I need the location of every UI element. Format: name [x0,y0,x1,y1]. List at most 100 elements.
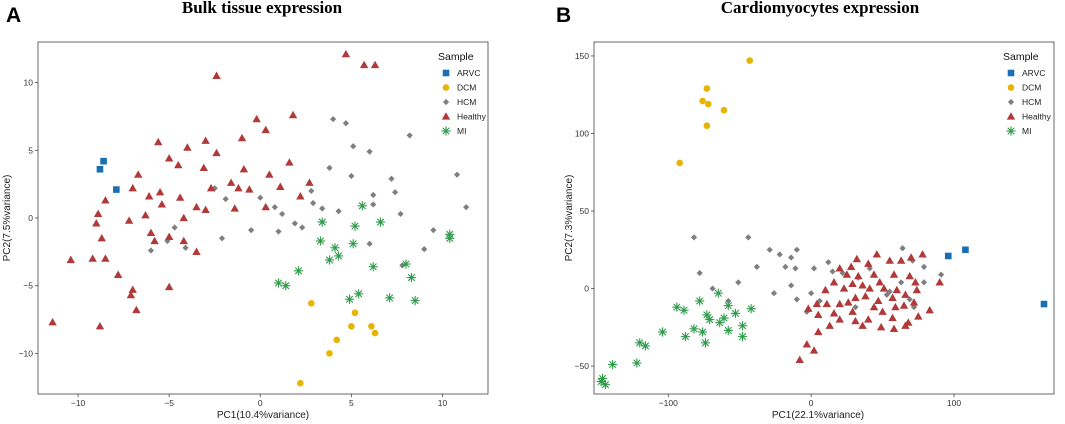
panel-a-point-healthy [245,185,254,193]
panel-b-point-mi [702,310,712,320]
panel-a-legend-label-healthy: Healthy [457,112,487,122]
panel-b-point-healthy [874,296,883,305]
panel-b-point-hcm [910,304,918,311]
panel-b-point-healthy [911,278,920,286]
panel-b-point-dcm [676,159,684,167]
panel-b-point-arvc [962,246,969,254]
panel-a-y-tick-label: 0 [28,213,33,223]
panel-a-point-healthy [212,148,221,157]
panel-a-point-arvc [113,186,120,193]
panel-b-legend: Sample ARVC DCM HCM Healthy MI [1003,51,1052,136]
panel-b-legend-label-dcm: DCM [1022,83,1041,93]
panel-a-legend-items: ARVC DCM HCM Healthy MI [441,68,487,136]
panel-a-point-healthy [192,247,201,255]
panel-b-point-healthy [861,292,870,300]
panel-a: A Bulk tissue expression −10 −5 0 5 10 −10 −5 0… [2,0,489,421]
panel-b-point-healthy [889,270,899,278]
panel-a-point-healthy [370,60,380,69]
panel-a-point-healthy [305,178,314,186]
panel-b-point-hcm [852,304,859,311]
panel-b-point-hcm [899,245,906,252]
panel-a-point-mi [375,217,386,227]
panel-a-point-mi [344,294,355,304]
panel-b-point-healthy [892,285,902,294]
panel-a-point-dcm [333,336,341,344]
panel-a-point-healthy [134,170,143,178]
panel-a-point-healthy [157,200,167,208]
panel-a-point-dcm [307,299,315,307]
panel-a-point-healthy [359,60,369,69]
panel-a-point-hcm [279,210,286,218]
panel-a-point-healthy [341,49,351,58]
panel-a-point-healthy [88,254,97,262]
panel-b-point-mi [700,338,711,348]
panel-b-point-hcm [883,291,890,298]
panel-b-point-healthy [844,298,853,306]
panel-b-legend-title: Sample [1003,51,1039,63]
panel-a-point-hcm [370,201,377,208]
panel-a-x-axis-title: PC1(10.4%variance) [217,410,309,421]
panel-b-point-hcm [690,234,698,241]
panel-b-point-hcm [810,265,818,272]
panel-a-point-hcm [370,191,377,199]
panel-a-point-healthy [183,143,192,151]
panel-b-point-healthy [875,278,884,286]
panel-a-point-mi [354,289,364,299]
panel-a-point-dcm [371,329,379,337]
panel-b-point-dcm [704,100,712,108]
panel-b-point-hcm [886,288,893,295]
panel-a-point-healthy [276,182,285,190]
panel-a-point-healthy [124,216,134,224]
panel-a-y-axis-title: PC2(7.5%variance) [2,175,13,262]
panel-b-point-dcm [720,106,728,114]
panel-b-point-healthy [835,264,844,272]
panel-b-point-hcm [825,259,832,266]
panel-b-x-axis-title: PC1(22.1%variance) [772,410,864,421]
panel-a-point-hcm [391,189,399,196]
panel-b-point-dcm [703,122,711,130]
panel-a-point-hcm [299,224,306,231]
panel-b-point-healthy [869,270,879,278]
panel-a-point-mi [385,293,395,303]
panel-b-point-hcm [793,296,800,303]
panel-b-plot-frame [593,41,1055,395]
panel-b-y-axis-title: PC2(7.3%variance) [564,175,575,262]
panel-a-point-hcm [248,227,255,234]
panel-b-title: Cardiomyocytes expression [721,0,920,17]
panel-b-point-healthy [842,270,852,278]
panel-a-point-hcm [271,204,278,211]
panel-a-point-hcm [453,171,461,178]
panel-b-point-mi [746,304,756,314]
panel-a-point-healthy [230,204,239,212]
panel-a-point-healthy [164,282,174,291]
panel-a-title: Bulk tissue expression [182,0,343,17]
panel-b-point-healthy [872,250,882,258]
panel-a-point-mi [317,217,327,227]
panel-a-point-arvc [96,165,104,173]
panel-a-point-hcm [406,132,413,139]
panel-a-point-arvc [100,157,107,165]
panel-b-point-hcm [808,290,815,297]
panel-a-point-mi [357,201,367,211]
panel-b-point-hcm [782,263,789,270]
panel-b-point-dcm [746,57,754,64]
panel-b-legend-label-healthy: Healthy [1022,112,1052,122]
panel-a-point-healthy [252,114,261,123]
panel-a-legend-key-mi [441,126,451,136]
panel-a-y-tick-label: −10 [19,348,34,358]
panel-a-x-tick-label: 5 [349,398,354,408]
panel-a-points [48,49,470,387]
panel-b-point-healthy [858,281,867,289]
panel-a-point-hcm [330,116,337,123]
panel-a-plot-frame [37,41,489,395]
panel-b-point-mi [737,332,748,342]
panel-b-point-hcm [766,246,773,253]
panel-b-point-healthy [925,305,934,314]
panel-b-point-healthy [839,284,849,292]
panel-b-point-mi [640,341,651,351]
panel-b-point-hcm [816,297,823,305]
panel-b-point-mi [680,332,691,342]
panel-a-legend: Sample ARVC DCM HCM Healthy MI [438,51,487,136]
panel-b-y-tick-label: 50 [580,206,590,216]
